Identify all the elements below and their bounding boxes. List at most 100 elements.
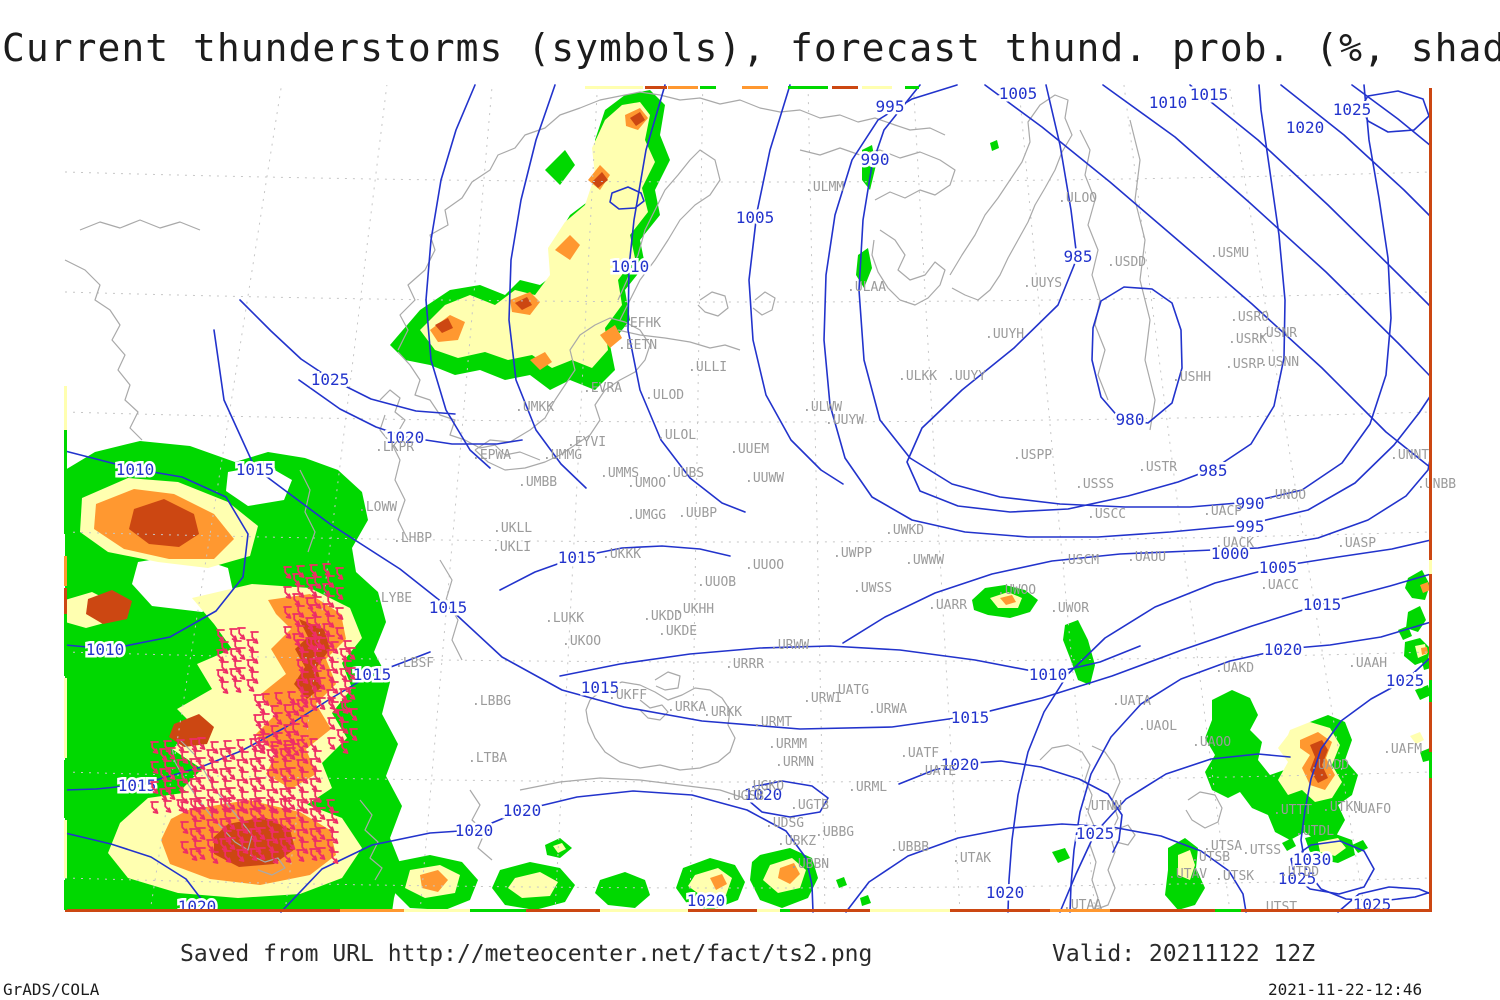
isobar-1020 bbox=[898, 760, 1123, 853]
coastline bbox=[519, 777, 751, 801]
isobar-1025 bbox=[1360, 90, 1430, 133]
station-label: .UKFF bbox=[608, 688, 647, 703]
thunderstorm-symbol bbox=[347, 687, 356, 700]
shade-orange bbox=[420, 870, 448, 892]
isobar-label: 1010 bbox=[1149, 93, 1188, 112]
thunderstorm-symbol bbox=[206, 769, 215, 782]
thunderstorm-symbol bbox=[163, 780, 172, 793]
thunderstorm-symbol bbox=[300, 715, 309, 728]
station-label: .UNBB bbox=[1417, 477, 1456, 492]
thunderstorm-symbol bbox=[246, 639, 255, 652]
isobar-1020 bbox=[298, 379, 523, 445]
thunderstorm-symbol bbox=[233, 660, 242, 673]
thunderstorm-symbol bbox=[176, 799, 185, 812]
isobar-label: 990 bbox=[861, 150, 890, 169]
shade-red bbox=[129, 499, 199, 547]
thunderstorm-symbol bbox=[339, 668, 348, 681]
station-label: .UMMG bbox=[543, 448, 582, 463]
thunderstorm-symbol bbox=[309, 584, 318, 597]
edge-mark-orange bbox=[668, 86, 698, 89]
station-label: .UACP bbox=[1203, 504, 1242, 519]
thunderstorm-symbol bbox=[270, 725, 279, 738]
thunderstorm-symbol bbox=[279, 788, 288, 801]
station-label: .UTSK bbox=[1215, 869, 1254, 884]
station-label: .UUBP bbox=[678, 506, 717, 521]
isobar-1025 bbox=[1300, 656, 1432, 902]
isobar-label: 1005 bbox=[736, 208, 775, 227]
station-label: .UKDD bbox=[643, 609, 682, 624]
shade-green bbox=[1420, 748, 1431, 762]
isobar-line bbox=[609, 186, 645, 210]
thunderstorm-symbol bbox=[216, 629, 225, 642]
thunderstorm-symbol bbox=[339, 648, 348, 661]
thunderstorm-symbol bbox=[287, 691, 296, 704]
station-label: .UGKO bbox=[745, 779, 784, 794]
thunderstorm-symbol bbox=[257, 807, 266, 820]
coastline bbox=[799, 147, 956, 201]
thunderstorm-symbol bbox=[219, 768, 228, 781]
thunderstorm-symbol bbox=[237, 627, 246, 640]
thunderstorm-symbol bbox=[317, 827, 326, 840]
thunderstorm-symbol bbox=[227, 837, 236, 850]
coastline-layer bbox=[64, 91, 1223, 911]
isobar-label: 1015 bbox=[236, 460, 275, 479]
coastline bbox=[1114, 824, 1136, 846]
thunderstorm-symbol bbox=[223, 760, 232, 773]
thunderstorm-symbol bbox=[343, 640, 352, 653]
thunderstorm-symbol bbox=[270, 705, 279, 718]
shade-green bbox=[1063, 620, 1095, 685]
isobar-label: 1020 bbox=[1286, 118, 1325, 137]
thunderstorm-symbol bbox=[193, 770, 202, 783]
graticule-meridian bbox=[149, 84, 283, 913]
thunderstorm-symbol bbox=[317, 697, 326, 710]
edge-mark-red bbox=[65, 909, 1431, 912]
isobar-label: 1020 bbox=[178, 897, 217, 916]
thunderstorm-symbol bbox=[197, 737, 206, 750]
thunderstorm-symbol bbox=[326, 799, 335, 812]
coastline bbox=[249, 854, 286, 876]
edge-mark-yellow bbox=[64, 386, 67, 430]
thunderstorm-symbol bbox=[313, 770, 322, 783]
isobar-1020 bbox=[1069, 621, 1432, 913]
graticule-parallel bbox=[64, 171, 1432, 183]
shade-yellow bbox=[508, 872, 558, 898]
thunderstorm-symbol bbox=[229, 648, 238, 661]
thunderstorm-symbol bbox=[150, 741, 159, 754]
thunderstorm-symbol bbox=[283, 810, 292, 823]
thunderstorm-symbol bbox=[176, 759, 185, 772]
coastline bbox=[171, 739, 253, 851]
thunderstorm-symbol bbox=[167, 747, 176, 760]
thunderstorm-symbol bbox=[317, 637, 326, 650]
station-label: .UAOL bbox=[1138, 719, 1177, 734]
thunderstorm-symbol bbox=[176, 739, 185, 752]
thunderstorm-symbol bbox=[330, 681, 339, 694]
station-label: .UWOO bbox=[997, 583, 1036, 598]
station-label: .UACK bbox=[1215, 536, 1254, 551]
thunderstorm-symbol bbox=[326, 575, 335, 588]
thunderstorm-symbol bbox=[279, 798, 288, 811]
coastline bbox=[389, 439, 409, 541]
coastline bbox=[1039, 744, 1099, 911]
station-label: .UTDL bbox=[1295, 824, 1334, 839]
thunderstorm-symbol bbox=[197, 807, 206, 820]
station-label: .URRR bbox=[725, 657, 764, 672]
station-label: .URKK bbox=[703, 705, 742, 720]
thunderstorm-symbol bbox=[296, 759, 305, 772]
thunderstorm-symbol bbox=[279, 838, 288, 851]
shade-green bbox=[1415, 685, 1431, 700]
edge-mark-red bbox=[1429, 88, 1432, 912]
thunderstorm-symbol bbox=[296, 585, 305, 598]
thunderstorm-symbol bbox=[223, 830, 232, 843]
thunderstorm-symbol bbox=[313, 800, 322, 813]
station-label: .URMT bbox=[753, 715, 792, 730]
station-label: .UKHH bbox=[675, 602, 714, 617]
station-label: .USSS bbox=[1075, 477, 1114, 492]
isobar-label: 1030 bbox=[1293, 850, 1332, 869]
thunderstorm-symbol bbox=[220, 641, 229, 654]
station-label: .LBBG bbox=[472, 694, 511, 709]
isobar-label: 1020 bbox=[455, 821, 494, 840]
station-label: .UMGG bbox=[627, 508, 666, 523]
thunderstorm-symbol bbox=[283, 626, 292, 639]
thunderstorm-symbol bbox=[322, 623, 331, 636]
